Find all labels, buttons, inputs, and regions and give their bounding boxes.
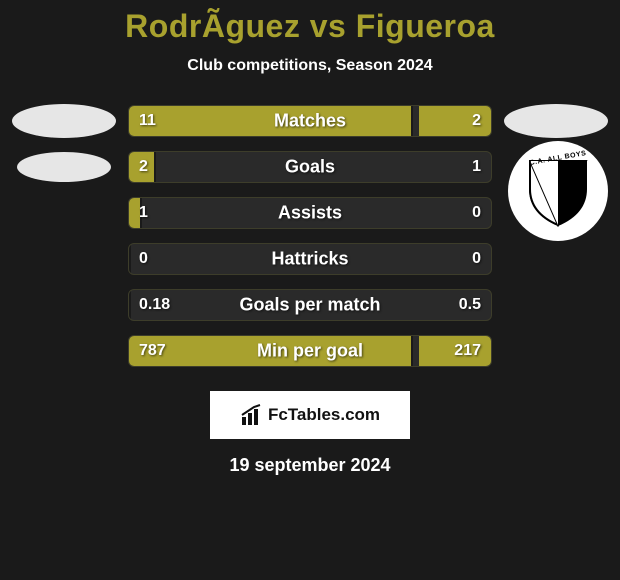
bar-gap <box>154 152 156 182</box>
right-club-slot <box>500 243 612 275</box>
right-club-slot: C.A. ALL BOYS <box>500 151 612 183</box>
stat-row: 11 Matches 2 <box>8 105 612 137</box>
bar-fill-left <box>129 198 140 228</box>
right-club-slot <box>500 105 612 137</box>
branding-text: FcTables.com <box>268 405 380 425</box>
stat-row: 0.18 Goals per match 0.5 <box>8 289 612 321</box>
club-logo-placeholder <box>17 152 111 182</box>
left-club-slot <box>8 151 120 183</box>
stat-row: 2 Goals 1 <box>8 151 612 183</box>
bar-fill-left <box>129 152 154 182</box>
stat-row: 0 Hattricks 0 <box>8 243 612 275</box>
stat-value-left: 0.18 <box>139 296 170 314</box>
left-club-slot <box>8 197 120 229</box>
stat-label: Assists <box>129 203 491 224</box>
club-logo-placeholder <box>504 104 608 138</box>
stat-bar: 0 Hattricks 0 <box>128 243 492 275</box>
stat-rows: 11 Matches 2 2 Goals 1 <box>0 105 620 367</box>
chart-icon <box>240 403 264 427</box>
page-title: RodrÃ­guez vs Figueroa <box>0 8 620 45</box>
date-label: 19 september 2024 <box>0 455 620 476</box>
stat-label: Goals per match <box>129 295 491 316</box>
left-club-slot <box>8 335 120 367</box>
bar-gap <box>411 336 413 366</box>
stat-value-right: 0 <box>472 204 481 222</box>
club-logo-placeholder <box>12 104 116 138</box>
bar-fill-left <box>129 336 411 366</box>
stat-value-left: 0 <box>139 250 148 268</box>
bar-gap <box>129 290 131 320</box>
stat-bar: 787 Min per goal 217 <box>128 335 492 367</box>
right-club-slot <box>500 335 612 367</box>
stat-value-right: 0.5 <box>459 296 481 314</box>
bar-gap <box>140 198 142 228</box>
bar-fill-left <box>129 106 411 136</box>
stat-bar: 0.18 Goals per match 0.5 <box>128 289 492 321</box>
stat-bar: 1 Assists 0 <box>128 197 492 229</box>
bar-gap <box>129 244 131 274</box>
stat-row: 787 Min per goal 217 <box>8 335 612 367</box>
stat-value-right: 1 <box>472 158 481 176</box>
bar-gap <box>411 106 413 136</box>
left-club-slot <box>8 105 120 137</box>
left-club-slot <box>8 243 120 275</box>
subtitle: Club competitions, Season 2024 <box>0 57 620 75</box>
right-club-slot <box>500 289 612 321</box>
stat-value-right: 0 <box>472 250 481 268</box>
bar-fill-right <box>419 106 491 136</box>
stat-label: Hattricks <box>129 249 491 270</box>
branding-badge: FcTables.com <box>210 391 410 439</box>
left-club-slot <box>8 289 120 321</box>
stat-label: Goals <box>129 157 491 178</box>
club-crest: C.A. ALL BOYS <box>508 141 608 241</box>
bar-fill-right <box>419 336 491 366</box>
stat-bar: 11 Matches 2 <box>128 105 492 137</box>
stat-bar: 2 Goals 1 <box>128 151 492 183</box>
comparison-infographic: RodrÃ­guez vs Figueroa Club competitions… <box>0 0 620 476</box>
